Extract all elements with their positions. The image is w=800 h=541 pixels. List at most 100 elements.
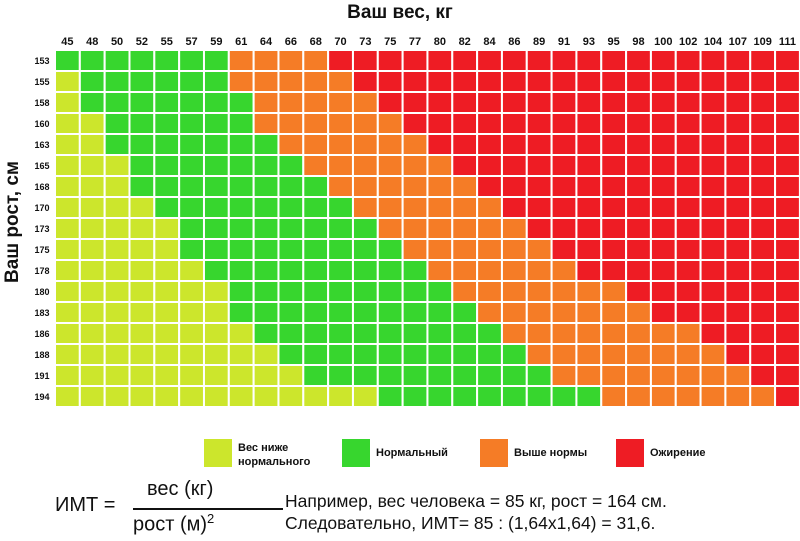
heatmap-cell-over — [376, 133, 404, 156]
heatmap-cell-obese — [600, 154, 628, 177]
heatmap-cell-obese — [749, 238, 777, 261]
heatmap-cell-normal — [78, 91, 106, 114]
y-tick-label: 155 — [34, 77, 49, 87]
heatmap-cell-over — [451, 280, 479, 303]
heatmap-cell-over — [699, 343, 727, 366]
heatmap-cell-over — [550, 364, 578, 387]
heatmap-cell-under — [78, 280, 106, 303]
heatmap-cell-over — [625, 301, 652, 324]
heatmap-cell-obese — [401, 112, 429, 135]
x-tick-label: 95 — [608, 36, 620, 48]
heatmap-cell-normal — [252, 154, 280, 177]
heatmap-cell-obese — [625, 70, 652, 93]
heatmap-cell-over — [600, 280, 628, 303]
heatmap-cell-obese — [625, 238, 652, 261]
heatmap-cell-normal — [252, 196, 280, 219]
heatmap-cell-under — [54, 385, 81, 408]
heatmap-cell-obese — [699, 301, 727, 324]
heatmap-cell-normal — [451, 301, 479, 324]
heatmap-cell-under — [202, 364, 230, 387]
heatmap-cell-over — [277, 70, 305, 93]
heatmap-cell-over — [575, 364, 603, 387]
heatmap-cell-over — [401, 175, 429, 198]
formula-lhs: ИМТ = — [55, 494, 116, 516]
heatmap-cell-under — [153, 385, 181, 408]
x-tick-label: 98 — [632, 36, 644, 48]
heatmap-cell-normal — [103, 91, 131, 114]
heatmap-cell-obese — [550, 112, 578, 135]
heatmap-cell-obese — [575, 175, 603, 198]
heatmap-cell-obese — [476, 91, 503, 114]
heatmap-cell-obese — [649, 280, 677, 303]
x-tick-label: 84 — [483, 36, 496, 48]
heatmap-cell-obese — [625, 217, 652, 240]
heatmap-cell-under — [103, 280, 131, 303]
heatmap-cell-normal — [302, 301, 330, 324]
heatmap-cell-normal — [202, 49, 230, 72]
heatmap-cell-over — [277, 91, 305, 114]
heatmap-cell-under — [78, 196, 106, 219]
heatmap-cell-over — [302, 133, 330, 156]
x-tick-label: 80 — [434, 36, 446, 48]
heatmap-cell-obese — [500, 154, 528, 177]
heatmap-cell-under — [78, 217, 106, 240]
heatmap-cell-obese — [550, 175, 578, 198]
heatmap-cell-obese — [749, 91, 777, 114]
heatmap-cell-under — [103, 175, 131, 198]
y-tick-label: 194 — [34, 392, 49, 402]
x-tick-label: 52 — [136, 36, 148, 48]
heatmap-cell-obese — [625, 49, 652, 72]
heatmap-cell-normal — [327, 322, 354, 345]
heatmap-cell-under — [153, 343, 181, 366]
heatmap-cell-normal — [178, 217, 205, 240]
heatmap-cell-under — [54, 322, 81, 345]
heatmap-cell-obese — [451, 91, 479, 114]
heatmap-cell-over — [525, 280, 553, 303]
heatmap-cell-obese — [774, 343, 800, 366]
heatmap-cell-over — [674, 385, 702, 408]
heatmap-cell-normal — [302, 322, 330, 345]
heatmap-cell-under — [252, 364, 280, 387]
heatmap-cell-normal — [202, 238, 230, 261]
heatmap-cell-over — [625, 364, 652, 387]
heatmap-cell-obese — [525, 175, 553, 198]
heatmap-cell-under — [78, 385, 106, 408]
heatmap-cell-normal — [302, 175, 330, 198]
heatmap-cell-obese — [575, 133, 603, 156]
heatmap-cell-normal — [476, 343, 503, 366]
legend-swatch-under — [204, 439, 232, 467]
heatmap-cell-over — [600, 385, 628, 408]
example-line1: Например, вес человека = 85 кг, рост = 1… — [285, 491, 667, 511]
heatmap-cell-over — [575, 280, 603, 303]
heatmap-cell-normal — [252, 322, 280, 345]
heatmap-cell-normal — [103, 70, 131, 93]
heatmap-cell-obese — [625, 133, 652, 156]
heatmap-cell-under — [153, 280, 181, 303]
heatmap-cell-over — [426, 175, 454, 198]
heatmap-cell-obese — [476, 112, 503, 135]
heatmap-cell-obese — [649, 301, 677, 324]
heatmap-cell-obese — [699, 322, 727, 345]
heatmap-cell-over — [600, 301, 628, 324]
heatmap-cell-obese — [600, 91, 628, 114]
heatmap-cell-obese — [699, 91, 727, 114]
heatmap-cell-normal — [351, 238, 379, 261]
heatmap-cell-obese — [550, 49, 578, 72]
heatmap-cell-obese — [674, 196, 702, 219]
heatmap-cell-obese — [724, 175, 752, 198]
heatmap-cell-obese — [724, 301, 752, 324]
heatmap-cell-under — [302, 385, 330, 408]
heatmap-cell-normal — [227, 175, 255, 198]
heatmap-cell-over — [575, 343, 603, 366]
heatmap-cell-over — [550, 301, 578, 324]
heatmap-cell-obese — [500, 112, 528, 135]
heatmap-cell-obese — [749, 175, 777, 198]
heatmap-cell-over — [476, 196, 503, 219]
heatmap-cell-normal — [153, 91, 181, 114]
heatmap-cell-normal — [451, 364, 479, 387]
heatmap-cell-obese — [575, 49, 603, 72]
heatmap-cell-obese — [401, 70, 429, 93]
heatmap-cell-obese — [649, 238, 677, 261]
y-tick-label: 191 — [34, 371, 49, 381]
heatmap-cell-normal — [277, 343, 305, 366]
